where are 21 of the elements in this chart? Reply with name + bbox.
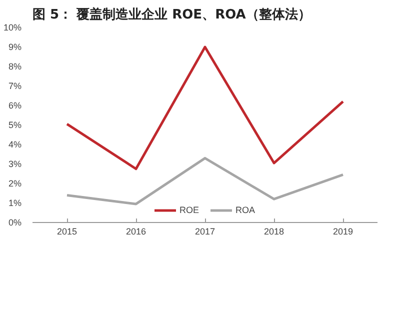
legend-label: ROE bbox=[180, 205, 200, 215]
x-tick-label: 2019 bbox=[332, 226, 354, 236]
y-tick-label: 1% bbox=[8, 198, 22, 208]
y-tick-label: 8% bbox=[8, 62, 22, 72]
chart-title: 图 5： 覆盖制造业企业 ROE、ROA（整体法） bbox=[32, 6, 311, 22]
line-series bbox=[66, 156, 344, 206]
legend-label: ROA bbox=[236, 205, 256, 215]
y-tick-label: 9% bbox=[8, 42, 22, 52]
y-tick-label: 5% bbox=[8, 120, 22, 130]
x-tick-label: 2016 bbox=[126, 226, 146, 236]
y-tick-label: 0% bbox=[8, 218, 22, 228]
y-tick-label: 7% bbox=[8, 81, 22, 91]
x-tick-label: 2015 bbox=[56, 226, 78, 236]
x-tick-label: 2017 bbox=[194, 226, 216, 236]
y-tick-label: 6% bbox=[8, 100, 22, 110]
y-tick-label: 2% bbox=[8, 178, 22, 188]
line-series bbox=[66, 46, 344, 170]
y-tick-label: 4% bbox=[8, 140, 22, 150]
x-tick-label: 2018 bbox=[264, 226, 284, 236]
y-tick-label: 3% bbox=[8, 159, 22, 169]
y-tick-label: 10% bbox=[3, 22, 22, 32]
